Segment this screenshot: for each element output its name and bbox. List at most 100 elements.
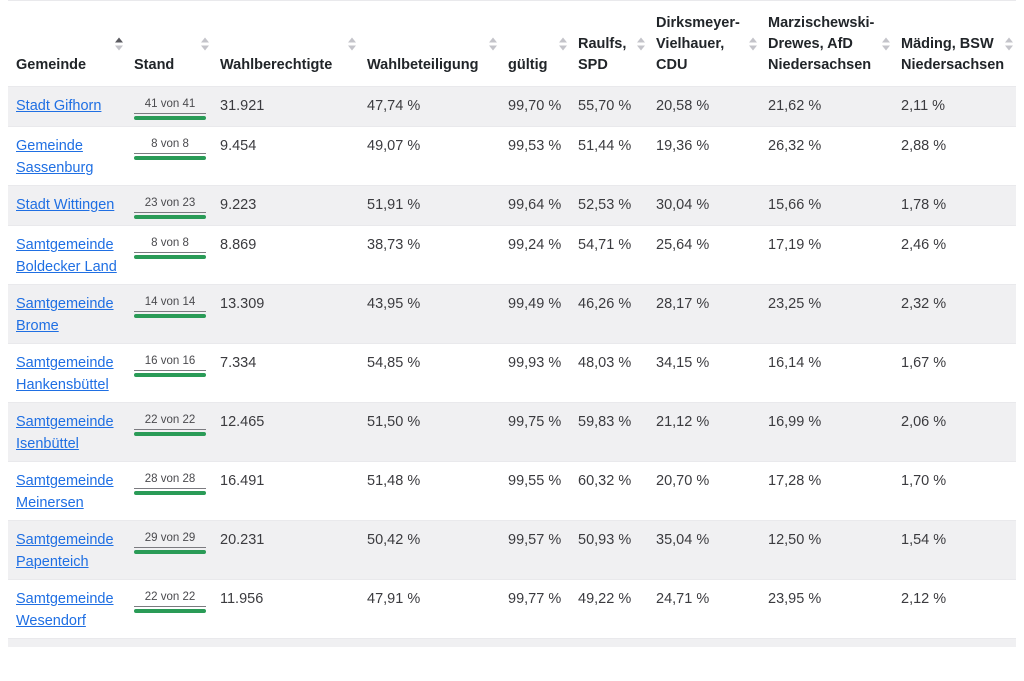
cell-gemeinde: Gemeinde Sassenburg [8, 127, 126, 186]
stand-progress-label: 16 von 16 [134, 355, 206, 371]
cell-wahlbeteiligung: 47,91 % [367, 591, 421, 607]
cell-gueltig: 99,93 % [508, 355, 562, 371]
gemeinde-link[interactable]: Samtgemeinde Isenbüttel [16, 414, 114, 452]
sort-icon[interactable] [637, 37, 645, 50]
sort-icon[interactable] [489, 37, 497, 50]
col-header-stand[interactable]: Stand [126, 0, 212, 87]
cell-marzischewski-drewes-afd: 21,62 % [768, 98, 822, 114]
stand-progress-label: 14 von 14 [134, 296, 206, 312]
cell-wahlberechtigte: 13.309 [220, 296, 265, 312]
cell-wahlbeteiligung: 51,50 % [367, 414, 421, 430]
cell-marzischewski-drewes-afd: 23,25 % [768, 296, 822, 312]
cell-wahlbeteiligung: 47,74 % [367, 98, 421, 114]
gemeinde-link[interactable]: Samtgemeinde Wesendorf [16, 591, 114, 629]
gemeinde-link[interactable]: Samtgemeinde Boldecker Land [16, 237, 117, 275]
cell-gueltig: 99,49 % [508, 296, 562, 312]
stand-progress-label: 29 von 29 [134, 532, 206, 548]
gemeinde-link[interactable]: Samtgemeinde Hankensbüttel [16, 355, 114, 393]
cell-raulfs-spd: 52,53 % [578, 197, 632, 213]
col-header-marzischewski-drewes-afd[interactable]: Marzischewski-Drewes, AfD Niedersachsen [760, 0, 893, 87]
stand-progress-label: 41 von 41 [134, 98, 206, 114]
cell-maeding-bsw: 2,06 % [901, 414, 947, 430]
header-row: Gemeinde Stand Wahlberechtigte Wahlbetei… [8, 0, 1016, 87]
partial-row-strip [8, 639, 1016, 648]
cell-marzischewski-drewes-afd: 16,14 % [768, 355, 822, 371]
col-header-label: Raulfs, SPD [578, 36, 627, 73]
cell-dirksmeyer-vielhauer-cdu: 35,04 % [656, 532, 710, 548]
gemeinde-link[interactable]: Gemeinde Sassenburg [16, 138, 94, 176]
cell-gemeinde: Stadt Wittingen [8, 186, 126, 226]
sort-icon[interactable] [348, 37, 356, 50]
sort-icon[interactable] [882, 37, 890, 50]
col-header-label: Dirksmeyer-Vielhauer, CDU [656, 15, 740, 73]
col-header-label: gültig [508, 57, 548, 73]
sort-icon[interactable] [115, 37, 123, 50]
stand-progress-bar [134, 432, 206, 436]
results-table-container: Gemeinde Stand Wahlberechtigte Wahlbetei… [8, 0, 1016, 647]
table-row: Samtgemeinde Brome 14 von 14 13.309 43,9… [8, 284, 1016, 344]
sort-icon[interactable] [559, 37, 567, 50]
cell-maeding-bsw: 2,32 % [901, 296, 947, 312]
cell-raulfs-spd: 48,03 % [578, 355, 632, 371]
sort-icon[interactable] [201, 37, 209, 50]
table-row: Samtgemeinde Wesendorf 22 von 22 11.956 … [8, 579, 1016, 639]
cell-raulfs-spd: 55,70 % [578, 98, 632, 114]
cell-gemeinde: Samtgemeinde Meinersen [8, 462, 126, 521]
stand-progress-label: 28 von 28 [134, 473, 206, 489]
cell-gemeinde: Samtgemeinde Papenteich [8, 521, 126, 580]
cell-marzischewski-drewes-afd: 17,19 % [768, 237, 822, 253]
table-row: Samtgemeinde Hankensbüttel 16 von 16 7.3… [8, 343, 1016, 403]
cell-gemeinde: Samtgemeinde Boldecker Land [8, 226, 126, 285]
cell-wahlberechtigte: 7.334 [220, 355, 257, 371]
cell-stand: 29 von 29 [126, 521, 212, 580]
cell-dirksmeyer-vielhauer-cdu: 28,17 % [656, 296, 710, 312]
col-header-raulfs-spd[interactable]: Raulfs, SPD [570, 0, 648, 87]
cell-wahlbeteiligung: 51,48 % [367, 473, 421, 489]
cell-raulfs-spd: 50,93 % [578, 532, 632, 548]
cell-maeding-bsw: 1,54 % [901, 532, 947, 548]
table-row: Gemeinde Sassenburg 8 von 8 9.454 49,07 … [8, 126, 1016, 186]
col-header-wahlbeteiligung[interactable]: Wahlbeteiligung [359, 0, 500, 87]
cell-gueltig: 99,64 % [508, 197, 562, 213]
gemeinde-link[interactable]: Samtgemeinde Meinersen [16, 473, 114, 511]
col-header-label: Wahlberechtigte [220, 57, 333, 73]
stand-progress-bar [134, 156, 206, 160]
cell-raulfs-spd: 54,71 % [578, 237, 632, 253]
cell-gueltig: 99,24 % [508, 237, 562, 253]
cell-marzischewski-drewes-afd: 16,99 % [768, 414, 822, 430]
col-header-label: Mäding, BSW Niedersachsen [901, 36, 1005, 73]
cell-marzischewski-drewes-afd: 15,66 % [768, 197, 822, 213]
stand-progress-bar [134, 314, 206, 318]
col-header-wahlberechtigte[interactable]: Wahlberechtigte [212, 0, 359, 87]
col-header-dirksmeyer-vielhauer-cdu[interactable]: Dirksmeyer-Vielhauer, CDU [648, 0, 760, 87]
col-header-gemeinde[interactable]: Gemeinde [8, 0, 126, 87]
cell-dirksmeyer-vielhauer-cdu: 20,58 % [656, 98, 710, 114]
cell-gemeinde: Samtgemeinde Hankensbüttel [8, 344, 126, 403]
sort-icon[interactable] [1005, 37, 1013, 50]
col-header-gueltig[interactable]: gültig [500, 0, 570, 87]
stand-progress-bar [134, 609, 206, 613]
stand-progress-label: 23 von 23 [134, 197, 206, 213]
cell-dirksmeyer-vielhauer-cdu: 21,12 % [656, 414, 710, 430]
gemeinde-link[interactable]: Stadt Wittingen [16, 197, 115, 213]
cell-maeding-bsw: 2,12 % [901, 591, 947, 607]
cell-dirksmeyer-vielhauer-cdu: 20,70 % [656, 473, 710, 489]
gemeinde-link[interactable]: Samtgemeinde Papenteich [16, 532, 114, 570]
stand-progress-label: 22 von 22 [134, 591, 206, 607]
gemeinde-link[interactable]: Samtgemeinde Brome [16, 296, 114, 334]
cell-stand: 8 von 8 [126, 127, 212, 186]
cell-wahlberechtigte: 20.231 [220, 532, 265, 548]
cell-dirksmeyer-vielhauer-cdu: 24,71 % [656, 591, 710, 607]
cell-gueltig: 99,57 % [508, 532, 562, 548]
cell-gueltig: 99,77 % [508, 591, 562, 607]
cell-marzischewski-drewes-afd: 12,50 % [768, 532, 822, 548]
cell-maeding-bsw: 1,78 % [901, 197, 947, 213]
cell-raulfs-spd: 59,83 % [578, 414, 632, 430]
gemeinde-link[interactable]: Stadt Gifhorn [16, 98, 102, 114]
cell-raulfs-spd: 49,22 % [578, 591, 632, 607]
cell-gemeinde: Samtgemeinde Isenbüttel [8, 403, 126, 462]
sort-icon[interactable] [749, 37, 757, 50]
cell-raulfs-spd: 60,32 % [578, 473, 632, 489]
col-header-maeding-bsw[interactable]: Mäding, BSW Niedersachsen [893, 0, 1016, 87]
stand-progress-label: 22 von 22 [134, 414, 206, 430]
